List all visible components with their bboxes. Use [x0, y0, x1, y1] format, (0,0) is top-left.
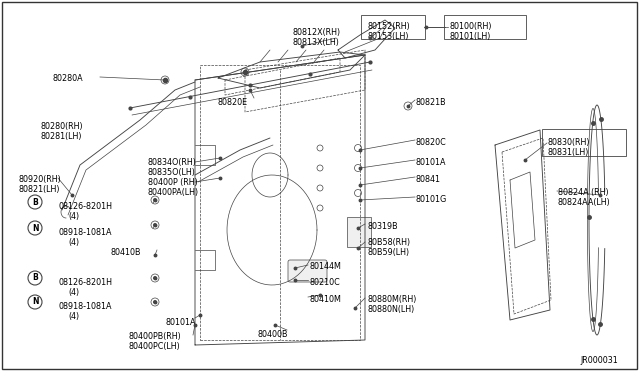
Text: 80400PA(LH): 80400PA(LH)	[148, 188, 199, 197]
Text: 80101A: 80101A	[165, 318, 195, 327]
Text: 80410B: 80410B	[110, 248, 141, 257]
Text: 08126-8201H: 08126-8201H	[58, 278, 112, 287]
Text: 80210C: 80210C	[310, 278, 340, 287]
Text: 80101(LH): 80101(LH)	[450, 32, 492, 41]
Text: 80100(RH): 80100(RH)	[450, 22, 493, 31]
Text: 80152(RH): 80152(RH)	[368, 22, 411, 31]
Text: 80101G: 80101G	[416, 195, 447, 204]
Text: 80841: 80841	[416, 175, 441, 184]
Text: 80824AA(LH): 80824AA(LH)	[558, 198, 611, 207]
Text: 80830(RH): 80830(RH)	[548, 138, 591, 147]
Circle shape	[154, 224, 157, 227]
FancyBboxPatch shape	[288, 260, 327, 282]
Text: 80820C: 80820C	[416, 138, 447, 147]
Text: 80400PC(LH): 80400PC(LH)	[128, 342, 180, 351]
Text: (4): (4)	[68, 212, 79, 221]
Text: 80280(RH): 80280(RH)	[40, 122, 83, 131]
Text: 08918-1081A: 08918-1081A	[58, 228, 111, 237]
Text: B: B	[32, 198, 38, 206]
Text: 80144M: 80144M	[310, 262, 342, 271]
Text: 80920(RH): 80920(RH)	[18, 175, 61, 184]
Text: 80835O(LH): 80835O(LH)	[148, 168, 196, 177]
Text: JR000031: JR000031	[580, 356, 618, 365]
Text: 80821(LH): 80821(LH)	[18, 185, 60, 194]
Text: 80820E: 80820E	[218, 98, 248, 107]
Text: 80821B: 80821B	[416, 98, 447, 107]
Text: 80319B: 80319B	[368, 222, 399, 231]
FancyBboxPatch shape	[347, 217, 371, 247]
Text: 80834O(RH): 80834O(RH)	[148, 158, 197, 167]
Text: 80400PB(RH): 80400PB(RH)	[128, 332, 180, 341]
Text: 80880N(LH): 80880N(LH)	[368, 305, 415, 314]
Text: 80813X(LH): 80813X(LH)	[293, 38, 340, 47]
Text: B: B	[32, 273, 38, 282]
Text: 80B59(LH): 80B59(LH)	[368, 248, 410, 257]
Text: (4): (4)	[68, 312, 79, 321]
Text: 80400B: 80400B	[258, 330, 289, 339]
Text: 80101A: 80101A	[416, 158, 447, 167]
Circle shape	[154, 198, 157, 202]
Text: N: N	[32, 298, 38, 307]
Text: 08126-8201H: 08126-8201H	[58, 202, 112, 211]
Text: 80410M: 80410M	[310, 295, 342, 304]
Text: 80831(LH): 80831(LH)	[548, 148, 589, 157]
Circle shape	[154, 276, 157, 280]
Text: 08918-1081A: 08918-1081A	[58, 302, 111, 311]
Text: 80880M(RH): 80880M(RH)	[368, 295, 417, 304]
Text: (4): (4)	[68, 238, 79, 247]
Text: (4): (4)	[68, 288, 79, 297]
Text: 80281(LH): 80281(LH)	[40, 132, 81, 141]
Text: 80812X(RH): 80812X(RH)	[293, 28, 341, 37]
Text: 80824A (RH): 80824A (RH)	[558, 188, 609, 197]
Text: N: N	[32, 224, 38, 232]
Text: 80153(LH): 80153(LH)	[368, 32, 410, 41]
Circle shape	[154, 301, 157, 304]
Text: 80B58(RH): 80B58(RH)	[368, 238, 411, 247]
Text: 80280A: 80280A	[52, 74, 83, 83]
Text: 80400P (RH): 80400P (RH)	[148, 178, 198, 187]
